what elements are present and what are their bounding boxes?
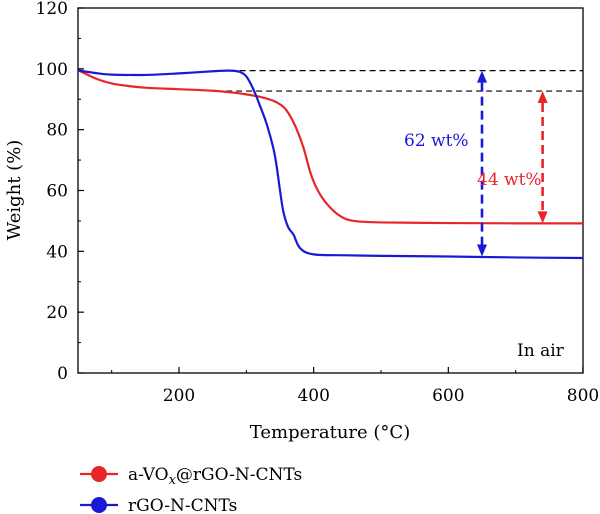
series-line-1 [78,69,583,260]
x-tick-label: 400 [297,386,329,406]
y-tick-label: 80 [46,121,68,141]
reference-lines [226,70,583,92]
y-tick-label: 100 [36,60,68,80]
x-axis-title: Temperature (°C) [250,422,410,443]
y-tick-label: 40 [46,242,68,262]
annotation-44wt: 44 wt% [477,170,542,190]
x-tick-label: 800 [567,386,599,406]
annotation-arrowhead-bottom-0 [477,244,487,257]
annotation-62wt: 62 wt% [404,131,469,151]
annotation-arrowhead-bottom-1 [537,211,548,224]
annotation-arrowhead-top-0 [477,70,487,83]
legend: a-VOx@rGO-N-CNTs rGO-N-CNTs [80,465,302,514]
legend-label-rgo: rGO-N-CNTs [128,496,237,514]
y-tick-label: 120 [36,0,68,19]
y-tick-label: 60 [46,182,68,202]
annotation-arrowhead-top-1 [537,91,548,104]
legend-marker-rgo [91,497,107,513]
x-tick-label: 200 [163,386,195,406]
legend-marker-vox [91,466,107,482]
series-lines [78,69,583,260]
y-tick-label: 20 [46,303,68,323]
y-axis-title: Weight (%) [4,140,25,241]
annotation-in-air: In air [517,341,565,361]
axis-ticks: 200 400 600 800 0 20 40 60 80 100 120 [36,0,600,406]
series-line-0 [78,69,583,225]
plot-frame [77,7,584,374]
annotation-arrows [477,70,548,257]
y-tick-label: 0 [57,364,68,384]
x-tick-label: 600 [432,386,464,406]
legend-label-vox: a-VOx@rGO-N-CNTs [128,465,302,488]
